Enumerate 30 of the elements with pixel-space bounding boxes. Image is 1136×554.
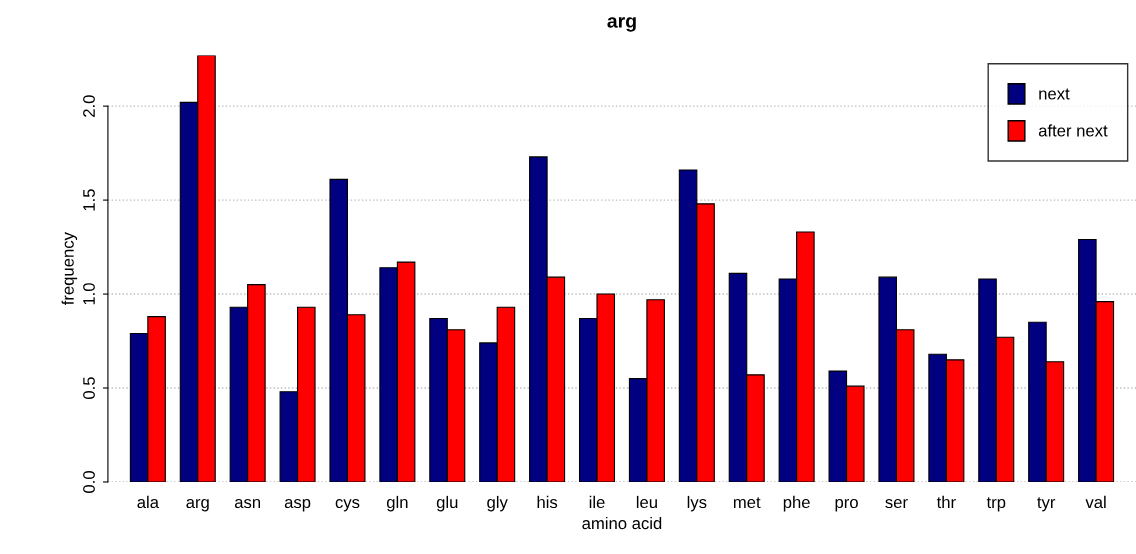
y-tick-label: 0.0	[83, 471, 95, 493]
x-tick-label: glu	[436, 495, 458, 512]
x-tick-label: cys	[335, 498, 360, 512]
x-tick-label: tyr	[1037, 497, 1056, 512]
y-tick-label: 2.0	[83, 95, 95, 117]
legend-label: next	[1039, 88, 1070, 100]
x-tick-label: his	[537, 495, 558, 509]
x-axis-title: amino acid	[582, 516, 662, 530]
y-tick-label: 0.5	[83, 377, 95, 399]
x-tick-label: ala	[137, 495, 159, 509]
x-tick-label: asn	[234, 498, 261, 509]
x-tick-label: thr	[936, 495, 956, 509]
chart-title: arg	[607, 17, 636, 32]
x-tick-label: pro	[835, 498, 858, 512]
x-tick-label: trp	[986, 497, 1006, 512]
x-tick-label: ile	[589, 495, 605, 509]
x-tick-label: met	[733, 497, 761, 509]
x-tick-label: phe	[783, 495, 810, 512]
x-tick-label: gln	[386, 495, 408, 512]
legend-label: after next	[1038, 124, 1108, 137]
x-tick-label: val	[1085, 495, 1106, 509]
x-tick-label: leu	[636, 495, 657, 509]
x-tick-label: ser	[885, 498, 908, 509]
x-tick-label: lys	[687, 495, 707, 512]
y-tick-label: 1.5	[83, 189, 95, 211]
x-tick-label: arg	[186, 498, 209, 512]
x-tick-label: gly	[487, 495, 508, 512]
y-axis-title: frequency	[61, 232, 78, 306]
y-tick-label: 1.0	[83, 283, 95, 305]
x-tick-label: asp	[284, 498, 311, 512]
